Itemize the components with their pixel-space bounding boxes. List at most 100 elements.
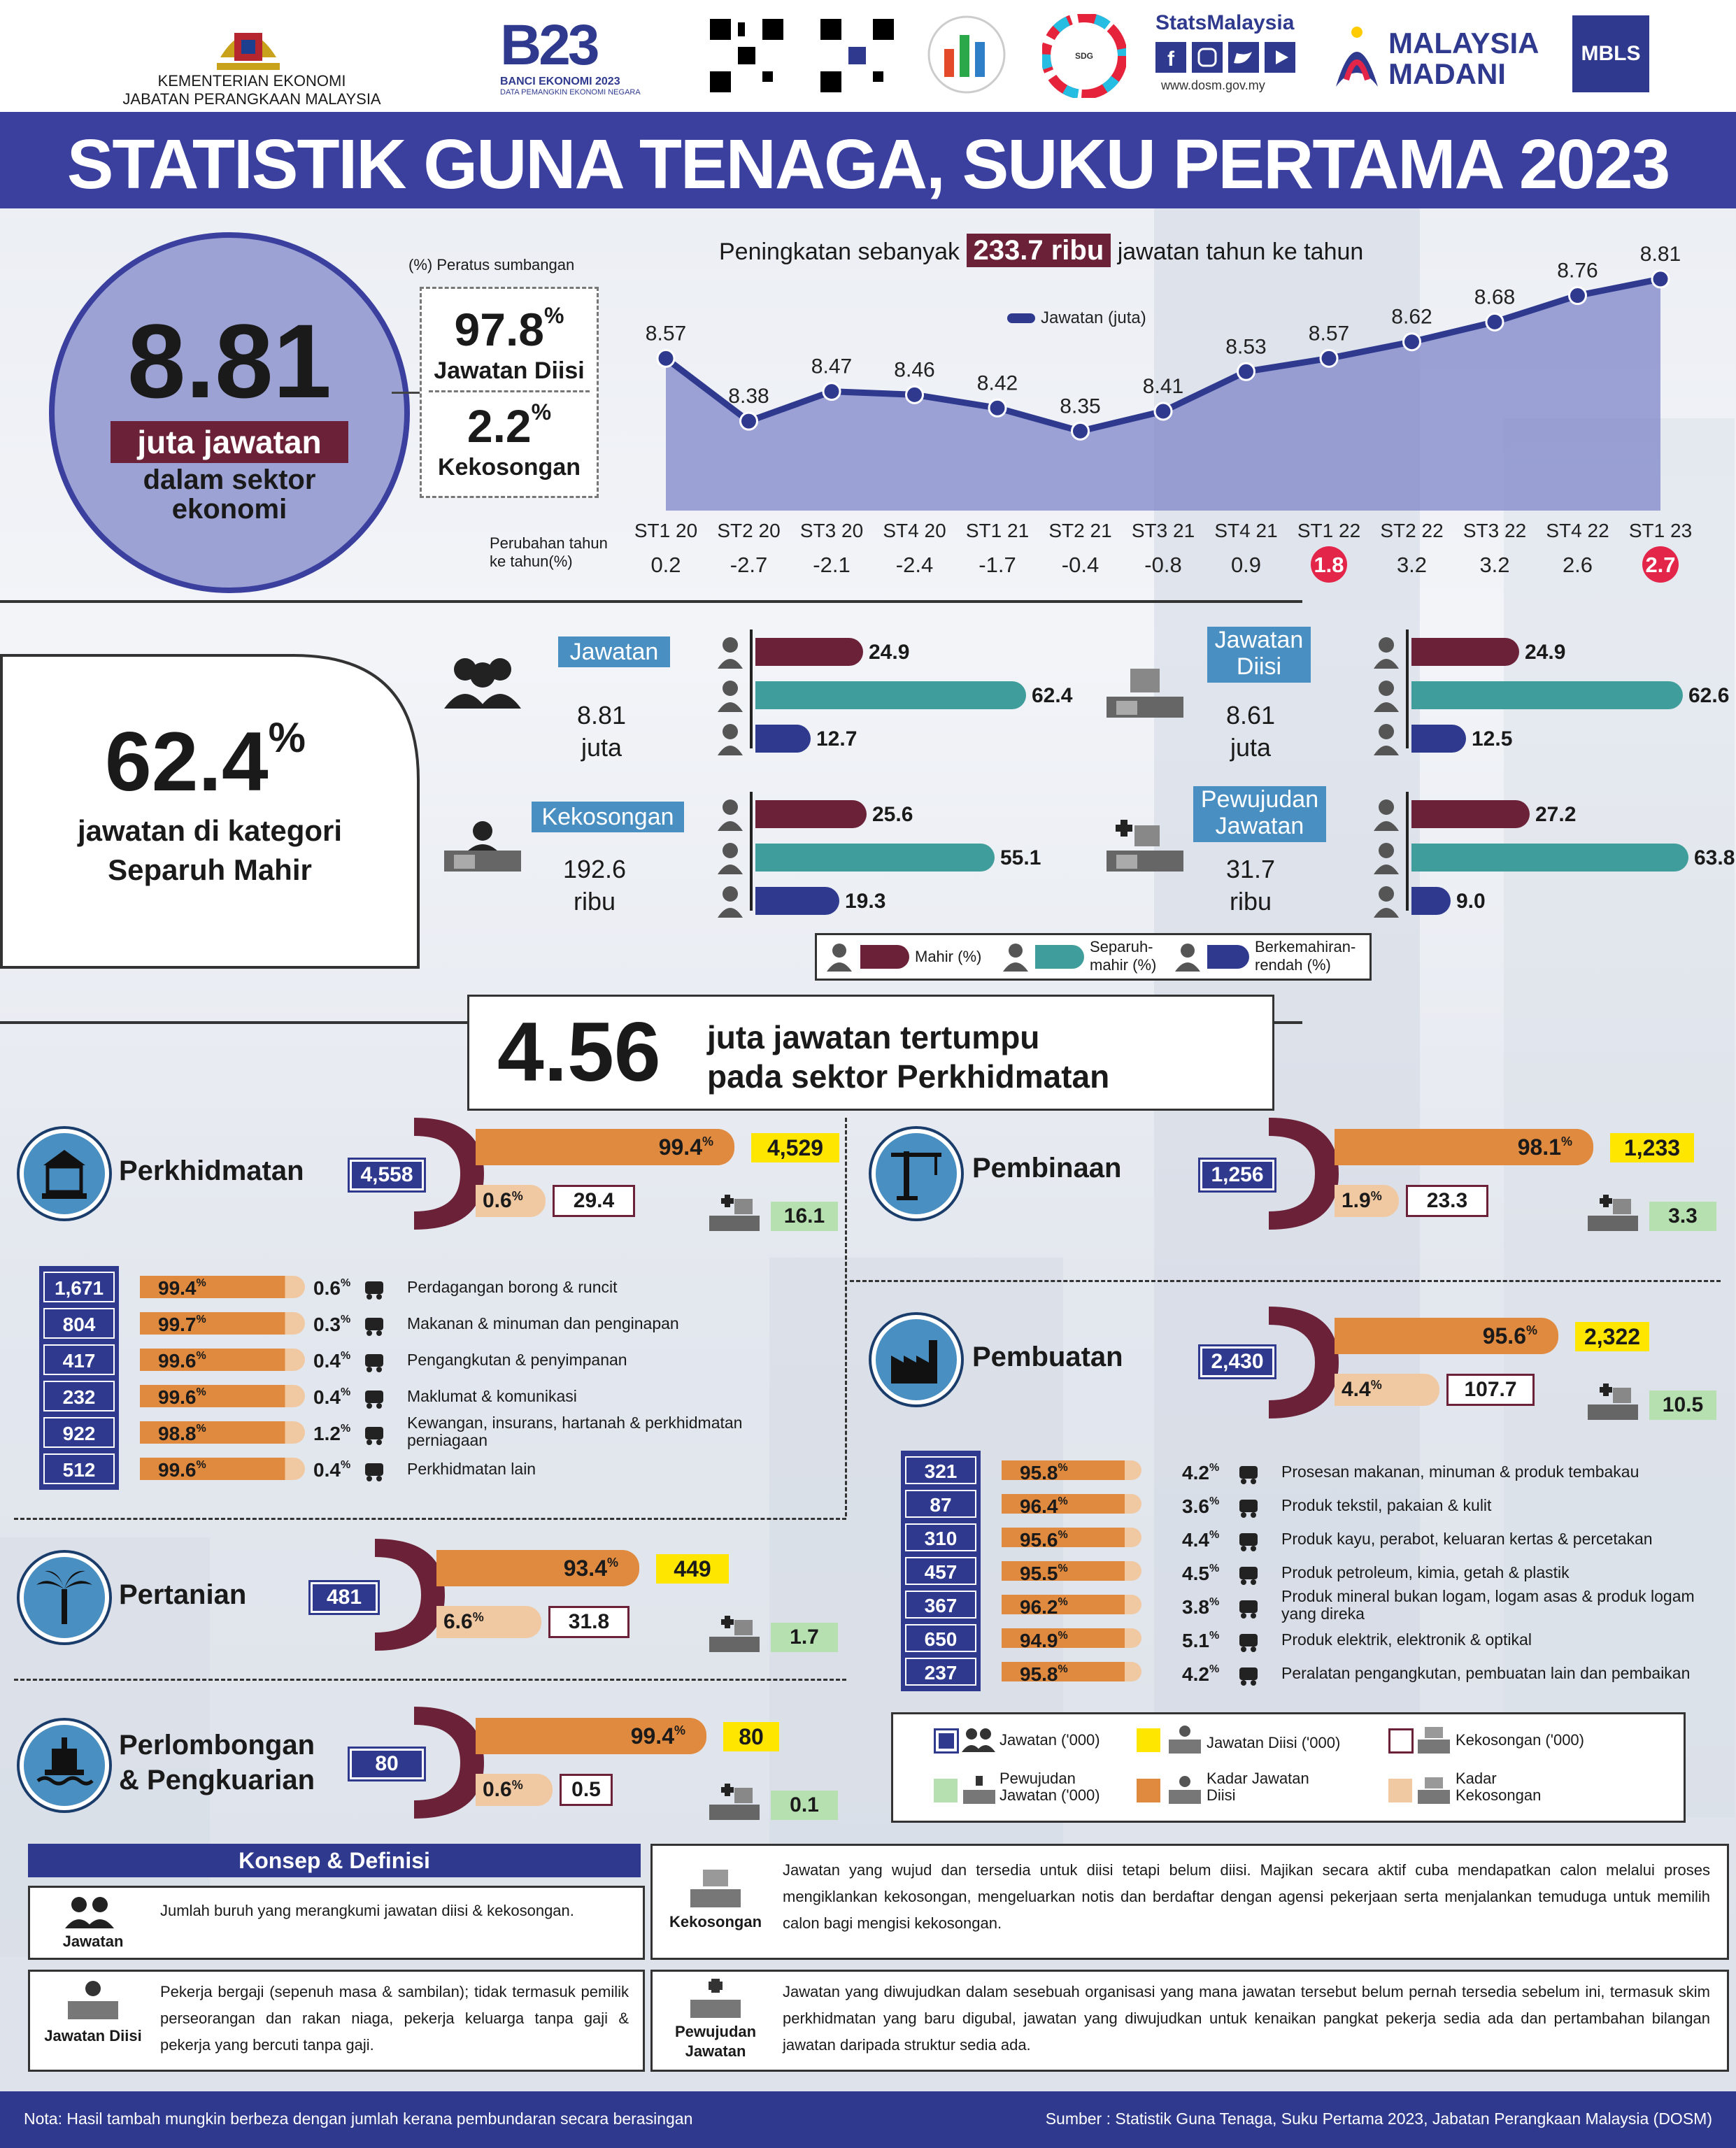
shirt-icon (1237, 1494, 1262, 1518)
chart-value-label: 8.47 (811, 355, 852, 378)
perlombongan-vacancy-rate: 0.6% (483, 1778, 523, 1801)
skill-bar (755, 725, 811, 753)
legend-kadar-diisi-swatch (1137, 1779, 1160, 1802)
qr-code-icon[interactable] (706, 15, 787, 96)
vacancy-pct-value: 2.2 (467, 400, 532, 452)
skill-group-tag: Kekosongan (532, 802, 684, 832)
pembinaan-filled-rate-bar: 98.1% (1335, 1129, 1593, 1165)
sub-sector-filled-rate: 99.6% (158, 1386, 206, 1408)
chart-category-label: ST3 20 (800, 520, 863, 541)
sub-sector-filled-rate: 99.6% (158, 1350, 206, 1372)
yoy-value: 3.2 (1479, 553, 1509, 577)
sub-sector-total: 512 (43, 1453, 115, 1484)
semi-skilled-caption1: jawatan di kategori (77, 814, 343, 847)
skill-group-value-number: 8.61 (1225, 701, 1276, 730)
skill-group-value: 8.61 juta (1195, 699, 1307, 764)
def-diisi-text: Pekerja bergaji (sepenuh masa & sambilan… (160, 1983, 629, 2054)
sub-sector-filled-rate: 99.7% (158, 1314, 206, 1335)
sub-sector-total: 367 (905, 1591, 976, 1619)
madani-logo-text: MALAYSIA MADANI (1388, 27, 1538, 90)
sub-sector-vacancy-rate: 3.8% (1182, 1596, 1220, 1618)
services-banner-line1: juta jawatan tertumpu (707, 1019, 1040, 1055)
perlombongan-vacancies: 0.5 (560, 1774, 613, 1806)
sub-sector-name: Produk elektrik, elektronik & optikal (1281, 1630, 1532, 1649)
pembinaan-created-jobs: 3.3 (1649, 1202, 1716, 1231)
footer-source: Sumber : Statistik Guna Tenaga, Suku Per… (1045, 2110, 1712, 2128)
chart-category-label: ST4 21 (1214, 520, 1277, 541)
pembuatan-vacancy-rate-bar: 4.4% (1335, 1374, 1439, 1406)
perlombongan-created-jobs: 0.1 (771, 1791, 838, 1820)
stats-url[interactable]: www.dosm.gov.my (1161, 78, 1265, 92)
sub-sector-filled-rate: 98.8% (158, 1423, 206, 1444)
plug-icon (1237, 1628, 1262, 1652)
title-bar: STATISTIK GUNA TENAGA, SUKU PERTAMA 2023 (0, 112, 1736, 208)
sub-sector-bar: 95.6% (1002, 1528, 1141, 1551)
vertical-divider (845, 1118, 847, 1516)
pertanian-vacancies: 31.8 (548, 1606, 629, 1638)
chart-value-label: 8.57 (646, 322, 686, 345)
pembuatan-filled-rate-bar: 95.6% (1335, 1318, 1558, 1354)
header: KEMENTERIAN EKONOMI JABATAN PERANGKAAN M… (0, 0, 1736, 112)
office-desk-icon (68, 1981, 118, 2019)
yoy-value: 2.6 (1563, 553, 1593, 577)
chart-value-label: 8.35 (1060, 394, 1100, 418)
pertanian-total-jobs: 481 (311, 1582, 378, 1613)
pembinaan-vacancies: 23.3 (1406, 1185, 1488, 1217)
skill-bars-axis (1406, 630, 1409, 748)
yoy-value: -2.7 (730, 553, 767, 577)
sector-bracket (414, 1118, 484, 1230)
chart-category-label: ST3 21 (1132, 520, 1195, 541)
qr-code-facebook-icon[interactable] (817, 15, 897, 96)
skill-group-tag: Pewujudan Jawatan (1193, 786, 1326, 842)
skill-bar-label: 63.8 (1694, 846, 1735, 869)
sub-sector-total: 87 (905, 1490, 976, 1518)
legend-diisi: Jawatan Diisi ('000) (1207, 1734, 1341, 1751)
chart-legend-swatch (1007, 313, 1035, 323)
chart-legend: Jawatan (juta) (1041, 308, 1146, 327)
sub-sector-vacancy-rate: 4.5% (1182, 1563, 1220, 1584)
sub-sector-bar: 99.6% (140, 1349, 305, 1372)
perkhidmatan-filled-jobs: 4,529 (751, 1133, 839, 1162)
worker-icon (718, 799, 743, 831)
semi-skilled-worker-icon (1003, 944, 1028, 972)
yoy-value: 0.2 (650, 553, 681, 577)
new-desk-icon (1588, 1195, 1638, 1231)
low-skilled-worker-icon (1175, 944, 1200, 972)
sub-sector-vacancy-rate: 4.4% (1182, 1529, 1220, 1551)
skills-legend: Mahir (%) Separuh-mahir (%) Berkemahiran… (815, 933, 1372, 981)
definitions-heading: Konsep & Definisi (28, 1844, 641, 1877)
madani-emblem-icon (1336, 27, 1378, 87)
filled-rate-icon (1169, 1776, 1201, 1804)
new-desk-icon (963, 1776, 995, 1804)
ministry-name: KEMENTERIAN EKONOMI JABATAN PERANGKAAN M… (105, 72, 399, 108)
filled-pct-sign: % (544, 303, 564, 328)
skill-group-tag: Jawatan (558, 636, 670, 667)
pembuatan-name: Pembuatan (972, 1342, 1123, 1372)
yoy-value: -1.7 (979, 553, 1016, 577)
semi-skilled-pct-sign: % (268, 714, 306, 761)
skills-summary-panel (0, 654, 420, 969)
sub-sector-bar: 99.7% (140, 1312, 305, 1335)
skill-group-value-number: 31.7 (1225, 855, 1276, 883)
empty-desk-icon (444, 821, 521, 872)
worker-icon (1374, 724, 1399, 755)
skill-bar-label: 55.1 (1000, 846, 1041, 869)
services-banner-line2: pada sektor Perkhidmatan (707, 1058, 1110, 1095)
skill-bar (1411, 638, 1519, 666)
skill-bar-label: 24.9 (1525, 641, 1566, 664)
office-desk-icon (1169, 1726, 1201, 1754)
legend-kadar-kosong: Kadar Kekosongan (1456, 1770, 1542, 1804)
def-kekosongan-text: Jawatan yang wujud dan tersedia untuk di… (783, 1861, 1710, 1932)
sub-sector-bracket (39, 1266, 119, 1490)
ministry-line2: JABATAN PERANGKAAN MALAYSIA (122, 90, 381, 108)
sub-sector-bar: 94.9% (1002, 1628, 1141, 1651)
sub-sector-bar: 95.8% (1002, 1662, 1141, 1685)
skill-bar-label: 24.9 (869, 641, 910, 664)
def-pewujudan-text: Jawatan yang diwujudkan dalam sesebuah o… (783, 1983, 1710, 2054)
skill-bars-axis (750, 630, 753, 748)
skill-bar-label: 62.4 (1032, 684, 1073, 707)
sub-sector-bar: 96.2% (1002, 1595, 1141, 1618)
def-diisi-term: Jawatan Diisi (44, 2027, 142, 2044)
chart-title-pre: Peningkatan sebanyak (719, 239, 960, 265)
vacancy-pct-sign: % (531, 399, 552, 425)
